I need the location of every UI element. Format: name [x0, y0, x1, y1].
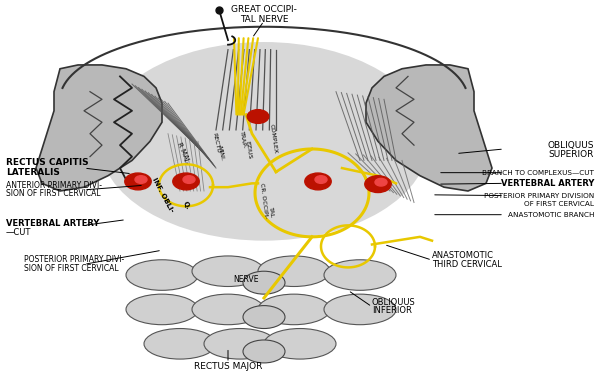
Ellipse shape	[243, 306, 285, 329]
Ellipse shape	[126, 294, 198, 325]
Text: SION OF FIRST CERVICAL: SION OF FIRST CERVICAL	[6, 189, 101, 198]
Ellipse shape	[258, 294, 330, 325]
Text: NERVE: NERVE	[233, 275, 259, 284]
Text: LATERALIS: LATERALIS	[6, 168, 60, 177]
Ellipse shape	[144, 329, 216, 359]
Text: ANASTOMOTIC BRANCH: ANASTOMOTIC BRANCH	[508, 212, 594, 218]
Text: ANTERIOR PRIMARY DIVI-: ANTERIOR PRIMARY DIVI-	[6, 181, 102, 190]
Text: TAL: TAL	[268, 206, 274, 218]
Text: VERTEBRAL ARTERY: VERTEBRAL ARTERY	[500, 179, 594, 188]
Ellipse shape	[264, 329, 336, 359]
Circle shape	[365, 176, 391, 193]
Ellipse shape	[204, 329, 276, 359]
Text: GREAT OCCIPI-: GREAT OCCIPI-	[231, 5, 297, 14]
Text: OF FIRST CERVICAL: OF FIRST CERVICAL	[524, 201, 594, 207]
Text: INFERIOR: INFERIOR	[372, 306, 412, 316]
Text: BRANCH TO COMPLEXUS—CUT: BRANCH TO COMPLEXUS—CUT	[482, 170, 594, 176]
Text: MINI.: MINI.	[217, 145, 225, 162]
Text: SION OF FIRST CERVICAL: SION OF FIRST CERVICAL	[24, 264, 119, 273]
Text: TRAP-: TRAP-	[239, 130, 247, 149]
Circle shape	[125, 173, 151, 190]
Polygon shape	[36, 65, 162, 191]
Ellipse shape	[243, 271, 285, 294]
Text: SUPERIOR: SUPERIOR	[548, 150, 594, 159]
Circle shape	[247, 110, 269, 123]
Text: POSTERIOR PRIMARY DIVI-: POSTERIOR PRIMARY DIVI-	[24, 255, 124, 264]
Text: THIRD CERVICAL: THIRD CERVICAL	[432, 260, 502, 269]
Circle shape	[173, 173, 199, 190]
Ellipse shape	[192, 294, 264, 325]
Text: RECTUS CAPITIS: RECTUS CAPITIS	[6, 158, 89, 167]
Circle shape	[183, 176, 195, 183]
Text: INF. OBLI-: INF. OBLI-	[152, 176, 175, 213]
Text: RECTU: RECTU	[211, 133, 221, 154]
Text: COMPLEX: COMPLEX	[268, 123, 278, 154]
Text: OBLIQUUS: OBLIQUUS	[548, 141, 594, 150]
Text: EZIUS: EZIUS	[244, 140, 251, 159]
Text: Q.: Q.	[181, 200, 191, 211]
Text: ANASTOMOTIC: ANASTOMOTIC	[432, 251, 494, 261]
Ellipse shape	[324, 260, 396, 290]
Ellipse shape	[243, 340, 285, 363]
Circle shape	[305, 173, 331, 190]
Text: VERTEBRAL ARTERY: VERTEBRAL ARTERY	[6, 219, 100, 228]
Text: —CUT: —CUT	[6, 228, 31, 237]
Circle shape	[375, 178, 387, 186]
Ellipse shape	[126, 260, 198, 290]
Text: OBLIQUUS: OBLIQUUS	[372, 298, 416, 307]
Text: TAL NERVE: TAL NERVE	[240, 15, 288, 24]
Circle shape	[135, 176, 147, 183]
Circle shape	[315, 176, 327, 183]
Text: R MAJ.: R MAJ.	[176, 142, 190, 164]
Ellipse shape	[192, 256, 264, 286]
Ellipse shape	[258, 256, 330, 286]
Ellipse shape	[324, 294, 396, 325]
Text: RECTUS MAJOR: RECTUS MAJOR	[194, 362, 262, 371]
Text: CR. OCCIPI-: CR. OCCIPI-	[259, 183, 269, 219]
Polygon shape	[366, 65, 492, 191]
Text: POSTERIOR PRIMARY DIVISION: POSTERIOR PRIMARY DIVISION	[484, 193, 594, 199]
Ellipse shape	[99, 42, 429, 241]
